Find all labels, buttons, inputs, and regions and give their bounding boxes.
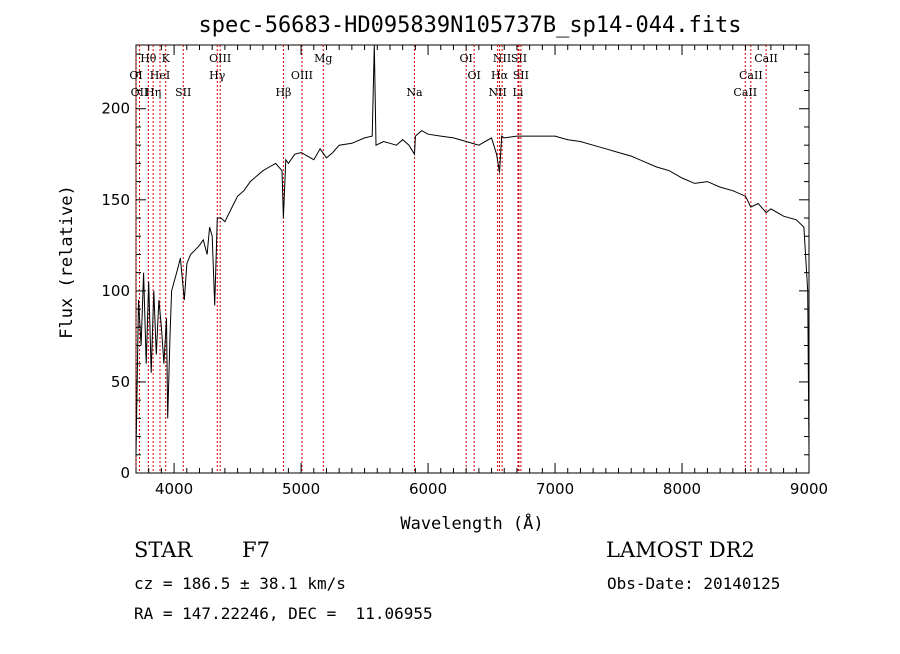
- line-marker-label: Hα: [491, 69, 509, 82]
- line-marker-label: Hγ: [209, 69, 226, 82]
- line-marker-label: Na: [406, 86, 423, 99]
- line-marker-label: K: [162, 52, 171, 65]
- x-axis: 4000 5000 6000 7000 8000 9000: [135, 45, 828, 498]
- y-tick-label: 150: [101, 191, 130, 209]
- y-tick-label: 100: [101, 282, 130, 300]
- x-tick-label: 4000: [155, 480, 193, 498]
- x-axis-label: Wavelength (Å): [400, 512, 543, 534]
- line-marker-label: HeI: [150, 69, 170, 82]
- line-marker-label: NII: [493, 52, 511, 65]
- line-marker-label: OII: [131, 86, 149, 99]
- y-tick-label: 0: [120, 464, 130, 482]
- survey-name: LAMOST DR2: [606, 538, 755, 562]
- line-marker-label: CaII: [733, 86, 757, 99]
- line-marker-label: CaII: [754, 52, 778, 65]
- x-tick-label: 8000: [663, 480, 701, 498]
- line-marker-label: CaII: [739, 69, 763, 82]
- object-type: STAR: [134, 538, 193, 562]
- line-marker-label: Hθ: [140, 52, 157, 65]
- y-axis-label: Flux (relative): [57, 185, 77, 339]
- y-tick-label: 200: [101, 100, 130, 118]
- line-marker-label: SII: [511, 52, 527, 65]
- x-tick-label: 5000: [282, 480, 320, 498]
- line-marker-label: Li: [513, 86, 524, 99]
- redshift-info: cz = 186.5 ± 38.1 km/s: [134, 574, 346, 593]
- line-marker-label: Hβ: [275, 86, 291, 99]
- obs-date: Obs-Date: 20140125: [607, 574, 781, 593]
- coordinates: RA = 147.22246, DEC = 11.06955: [134, 604, 433, 623]
- line-marker-label: OIII: [209, 52, 231, 65]
- line-marker-label: SII: [175, 86, 191, 99]
- line-marker-label: OI: [467, 69, 480, 82]
- line-marker-label: Hη: [145, 86, 161, 99]
- y-axis: 0 50 100 150 200: [101, 53, 809, 482]
- spectrum-line: [135, 44, 810, 455]
- plot-frame: [135, 44, 810, 474]
- line-marker-label: Mg: [314, 52, 332, 65]
- x-tick-label: 9000: [790, 480, 828, 498]
- line-marker-label: OIII: [291, 69, 313, 82]
- y-tick-label: 50: [111, 373, 130, 391]
- x-tick-label: 7000: [536, 480, 574, 498]
- line-marker-label: OI: [459, 52, 472, 65]
- line-marker-label: SII: [513, 69, 529, 82]
- line-marker-label: OI: [129, 69, 142, 82]
- spectral-subclass: F7: [242, 538, 270, 562]
- line-marker-label: NII: [488, 86, 506, 99]
- x-tick-label: 6000: [409, 480, 447, 498]
- chart-title: spec-56683-HD095839N105737B_sp14-044.fit…: [198, 13, 741, 38]
